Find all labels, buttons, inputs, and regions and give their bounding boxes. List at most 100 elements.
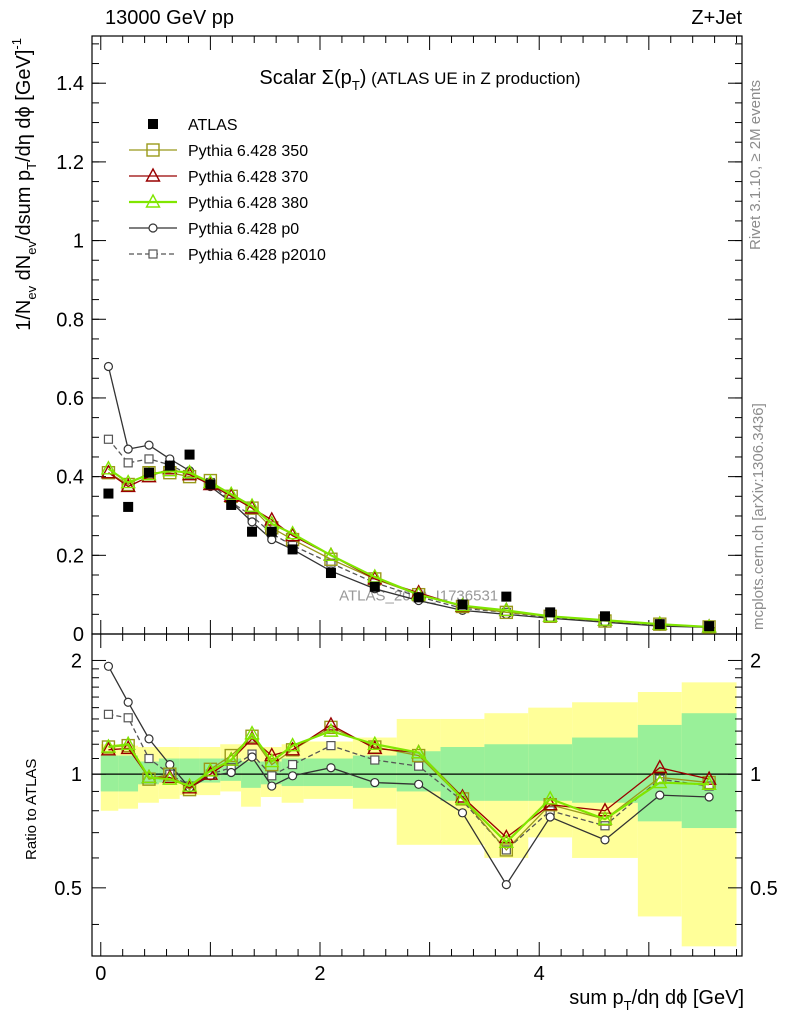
point-p370	[244, 499, 260, 514]
point-data	[287, 544, 298, 555]
point-p2010	[144, 454, 154, 464]
ratio-point-p380	[120, 735, 136, 750]
legend-marker-p0	[148, 223, 158, 233]
point-p380	[223, 485, 239, 501]
legend	[129, 119, 177, 259]
x-axis-label: sum pT​/dη dϕ [GeV]	[569, 987, 744, 1013]
ratio-point-p370	[597, 802, 613, 817]
ratio-y-tick-label: 0.5	[54, 878, 82, 900]
point-data	[413, 592, 424, 603]
y-tick-label: 0.8	[56, 309, 84, 331]
ratio-point-p380	[100, 738, 117, 753]
ratio-point-p2010	[414, 761, 424, 771]
point-data	[205, 479, 216, 490]
ratio-point-p0	[600, 835, 610, 845]
x-tick-label: 4	[534, 963, 545, 985]
ratio-point-p0	[103, 661, 114, 671]
point-p0	[123, 444, 133, 454]
ratio-point-p2010	[326, 741, 336, 751]
ratio-point-p380	[498, 833, 515, 849]
ratio-point-p350	[499, 843, 514, 857]
process-label: Z+Jet	[691, 7, 742, 29]
point-data	[457, 599, 468, 610]
legend-label-p2010: Pythia 6.428 p2010	[188, 247, 326, 264]
ratio-point-p0	[414, 779, 424, 789]
ratio-point-p380	[410, 744, 427, 759]
green-band-bin	[572, 737, 638, 803]
series-data	[103, 449, 715, 632]
ratio-point-p2010	[144, 753, 154, 764]
ratio-point-p0	[370, 777, 380, 788]
point-data	[501, 591, 512, 602]
ratio-point-p2010	[103, 709, 114, 719]
ratio-point-p0	[267, 781, 277, 791]
point-p380	[244, 497, 260, 512]
point-data	[226, 499, 237, 510]
ratio-y-tick-label-right: 1	[750, 764, 761, 786]
point-data	[266, 526, 277, 537]
ratio-point-p380	[597, 810, 613, 825]
series-p370	[100, 460, 717, 633]
ratio-point-p370	[367, 739, 383, 755]
ratio-y-tick-label: 2	[71, 650, 82, 672]
legend-label-p370: Pythia 6.428 370	[188, 169, 308, 186]
ratio-point-p0	[165, 759, 175, 770]
plot-area	[92, 682, 742, 947]
legend-marker-data	[148, 119, 158, 129]
point-p380	[120, 474, 136, 489]
point-data	[369, 581, 380, 592]
ratio-point-p0	[123, 697, 133, 707]
ratio-point-p380	[264, 753, 280, 768]
ratio-point-p0	[287, 771, 298, 781]
point-p2010	[123, 458, 133, 468]
energy-label: 13000 GeV pp	[105, 7, 234, 29]
rivet-version-label: Rivet 3.1.10, ≥ 2M events	[747, 80, 764, 250]
legend-marker-p2010	[148, 249, 158, 259]
ratio-point-p380	[454, 790, 471, 805]
ratio-point-p380	[652, 774, 668, 789]
ratio-point-p0	[144, 734, 154, 744]
ratio-line-p380	[108, 729, 710, 844]
point-p0	[103, 361, 114, 372]
point-p380	[284, 525, 301, 540]
ratio-point-p0	[704, 792, 714, 802]
legend-marker-p350	[146, 143, 160, 157]
ratio-point-p2010	[370, 755, 380, 765]
x-tick-label: 2	[314, 963, 325, 985]
ratio-point-p380	[202, 762, 219, 777]
y-tick-label: 1.2	[56, 152, 84, 174]
point-data	[704, 621, 715, 632]
ratio-point-p370	[162, 768, 178, 784]
point-data	[143, 467, 154, 478]
point-p380	[498, 601, 515, 617]
y-tick-label: 0.4	[56, 467, 84, 489]
ratio-point-p380	[323, 722, 339, 737]
chart-title: Scalar Σ(pT) (ATLAS UE in Z production)	[259, 67, 580, 93]
point-data	[123, 501, 134, 512]
point-p380	[323, 546, 339, 562]
ratio-point-p2010	[287, 759, 298, 770]
ratio-point-p0	[457, 808, 468, 818]
legend-label-p350: Pythia 6.428 350	[188, 143, 308, 160]
point-p380	[181, 464, 198, 479]
legend-label-p380: Pythia 6.428 380	[188, 195, 308, 212]
y-tick-label: 0.2	[56, 545, 84, 567]
point-p350	[499, 605, 514, 620]
ratio-point-p0	[226, 767, 236, 778]
legend-marker-p380	[145, 193, 161, 208]
ratio-panel-frame	[91, 633, 743, 957]
point-data	[654, 619, 665, 630]
point-p370	[120, 477, 136, 493]
series-p350	[101, 465, 716, 634]
ratio-point-p370	[100, 741, 117, 756]
legend-marker-p370	[145, 167, 161, 182]
ratio-point-p380	[701, 775, 717, 790]
ratio-point-p380	[367, 735, 383, 750]
ratio-point-p380	[244, 725, 260, 740]
point-data	[545, 607, 556, 618]
point-data	[184, 449, 195, 460]
ratio-point-p380	[284, 737, 301, 752]
ratio-series-p380	[100, 722, 717, 849]
legend-label-data: ATLAS	[188, 117, 238, 134]
legend-label-p0: Pythia 6.428 p0	[188, 221, 299, 238]
